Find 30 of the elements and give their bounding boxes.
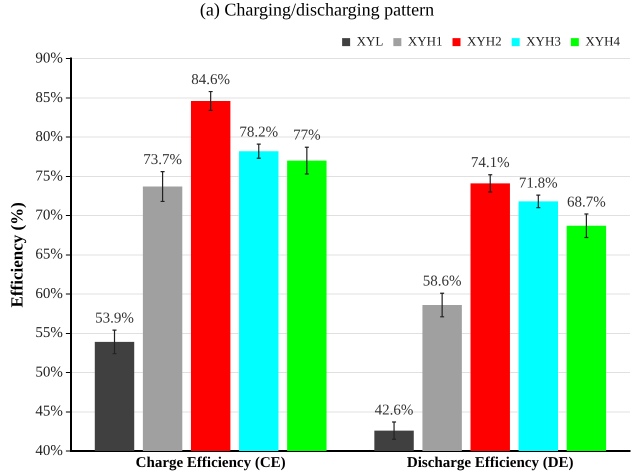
- y-tick-label: 80%: [35, 129, 63, 146]
- y-tick-label: 65%: [35, 246, 63, 263]
- y-tick-label: 90%: [35, 50, 63, 67]
- y-tick-label: 60%: [35, 286, 63, 302]
- y-tick-label: 85%: [35, 90, 63, 106]
- legend-label: XYH4: [585, 34, 620, 49]
- y-tick-label: 75%: [35, 168, 63, 184]
- y-tick-label: 70%: [35, 207, 63, 224]
- data-label: 42.6%: [374, 402, 414, 418]
- legend-label: XYH1: [408, 34, 443, 49]
- data-label: 53.9%: [95, 310, 134, 327]
- data-label: 68.7%: [567, 194, 606, 210]
- y-tick-label: 40%: [35, 442, 63, 459]
- x-tick-label: Charge Efficiency (CE): [136, 454, 286, 471]
- data-label: 73.7%: [143, 152, 182, 168]
- y-tick-label: 50%: [35, 364, 63, 380]
- data-label: 77%: [293, 128, 321, 144]
- data-label: 84.6%: [191, 72, 230, 88]
- data-label: 78.2%: [239, 124, 278, 141]
- y-axis-title: Efficiency (%): [8, 202, 27, 308]
- chart-title: (a) Charging/discharging pattern: [200, 0, 434, 20]
- y-tick-label: 55%: [35, 325, 63, 342]
- data-label: 58.6%: [422, 274, 462, 290]
- legend-label: XYH3: [526, 34, 561, 49]
- x-tick-label: Discharge Efficiency (DE): [406, 454, 574, 471]
- y-tick-label: 45%: [35, 404, 63, 420]
- legend-label: XYH2: [467, 34, 502, 49]
- data-label: 71.8%: [518, 176, 558, 192]
- data-label: 74.1%: [470, 155, 510, 172]
- legend-label: XYL: [356, 34, 384, 49]
